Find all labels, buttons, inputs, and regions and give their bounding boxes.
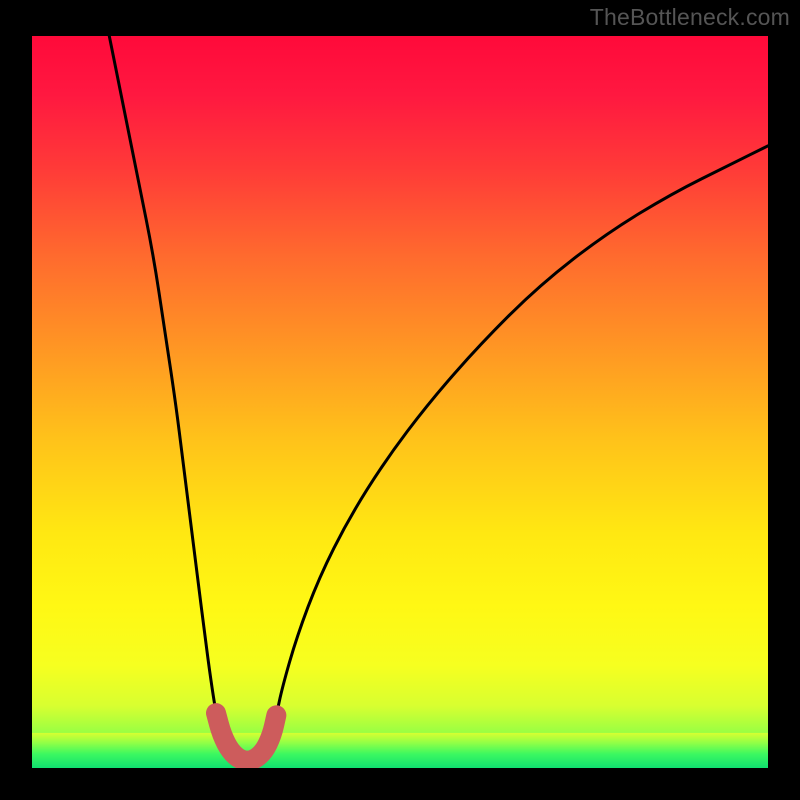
chart-frame: TheBottleneck.com	[0, 0, 800, 800]
watermark-text: TheBottleneck.com	[590, 4, 790, 31]
plot-area	[32, 36, 768, 768]
